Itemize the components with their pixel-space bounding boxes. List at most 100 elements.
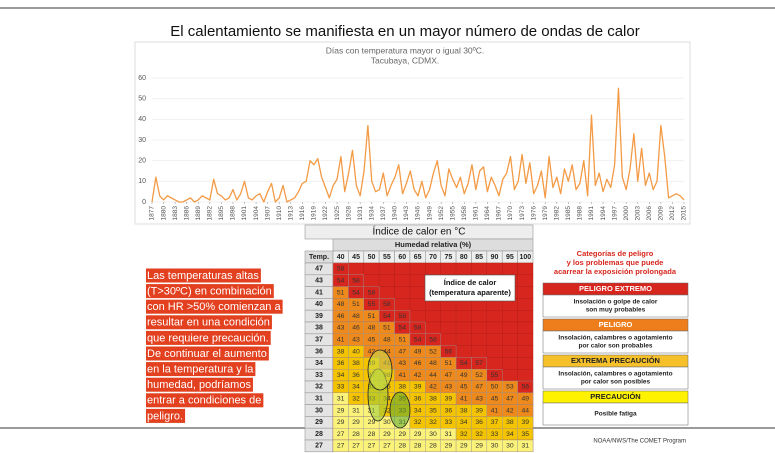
text-line: que requiere precaución. — [147, 332, 269, 344]
cell-bg — [502, 263, 517, 275]
cell-value: 27 — [337, 431, 345, 438]
x-tick-label: 1895 — [218, 206, 225, 221]
x-tick-label: 1883 — [172, 206, 179, 221]
x-tick-label: 1889 — [195, 206, 202, 221]
cell-bg — [456, 334, 471, 346]
chart-subtitle: Tacubaya, CDMX. — [371, 55, 440, 65]
cell-bg — [425, 310, 440, 322]
panel-heading: y los problemas que puede — [567, 258, 664, 267]
cell-value: 49 — [522, 395, 530, 402]
cell-bg — [471, 346, 486, 358]
x-tick-label: 1964 — [484, 206, 491, 221]
cell-bg — [441, 322, 456, 334]
x-tick-label: 1928 — [345, 206, 352, 221]
panel-heading: acarrear la exposición prolongada — [554, 267, 677, 276]
cell-value: 49 — [460, 372, 468, 379]
cell-value: 29 — [398, 431, 406, 438]
row-header: 37 — [315, 337, 323, 344]
cell-value: 27 — [383, 443, 391, 450]
cell-bg — [410, 287, 425, 299]
x-tick-label: 1979 — [542, 206, 549, 221]
cell-value: 37 — [491, 419, 499, 426]
cell-value: 36 — [337, 360, 345, 367]
cell-value: 39 — [414, 384, 422, 391]
cell-value: 38 — [506, 419, 514, 426]
table-title: Índice de calor en °C — [373, 225, 466, 238]
cell-value: 58 — [383, 301, 391, 308]
row-header: 41 — [315, 289, 323, 296]
x-tick-label: 1907 — [264, 206, 271, 221]
cell-value: 30 — [506, 443, 514, 450]
x-tick-label: 1970 — [507, 206, 514, 221]
cell-bg — [518, 310, 533, 322]
cell-value: 56 — [445, 348, 453, 355]
cell-value: 48 — [352, 313, 360, 320]
x-tick-label: 2015 — [681, 206, 688, 221]
text-line: resultar en una condición — [147, 317, 270, 329]
cell-value: 36 — [445, 407, 453, 414]
column-header: 85 — [475, 254, 483, 261]
x-tick-label: 2006 — [646, 206, 653, 221]
text-line: humedad, podríamos — [147, 379, 251, 391]
cell-bg — [364, 275, 379, 287]
cell-value: 54 — [414, 336, 422, 343]
cell-value: 43 — [445, 384, 453, 391]
cell-value: 31 — [337, 395, 345, 402]
cell-value: 45 — [460, 384, 468, 391]
cell-bg — [456, 263, 471, 275]
cell-bg — [395, 298, 410, 310]
cell-bg — [395, 287, 410, 299]
cell-value: 43 — [337, 325, 345, 332]
cell-bg — [441, 334, 456, 346]
cell-bg — [487, 263, 502, 275]
x-tick-label: 1916 — [299, 206, 306, 221]
cell-value: 30 — [383, 419, 391, 426]
cell-value: 58 — [429, 336, 437, 343]
cell-bg — [502, 346, 517, 358]
cell-value: 28 — [429, 443, 437, 450]
cell-bg — [471, 263, 486, 275]
cell-value: 41 — [337, 336, 345, 343]
x-tick-label: 1973 — [519, 206, 526, 221]
cell-value: 32 — [429, 419, 437, 426]
highlight-blob — [368, 350, 392, 390]
category-name: PELIGRO EXTREMO — [579, 284, 652, 293]
cell-value: 44 — [429, 372, 437, 379]
x-tick-label: 1991 — [588, 206, 595, 221]
cell-value: 51 — [383, 325, 391, 332]
x-tick-label: 1988 — [577, 206, 584, 221]
cell-value: 29 — [445, 443, 453, 450]
x-tick-label: 1919 — [311, 206, 318, 221]
chart-title: Días con temperatura mayor o igual 30ºC. — [326, 45, 485, 55]
cell-bg — [502, 322, 517, 334]
cell-value: 32 — [414, 419, 422, 426]
cell-bg — [487, 334, 502, 346]
x-tick-label: 1892 — [207, 206, 214, 221]
slide: El calentamiento se manifiesta en un may… — [0, 0, 775, 453]
cell-value: 43 — [398, 360, 406, 367]
cell-value: 34 — [337, 372, 345, 379]
cell-value: 47 — [445, 372, 453, 379]
cell-bg — [518, 298, 533, 310]
text-line: peligro. — [147, 410, 183, 422]
cell-value: 31 — [522, 443, 530, 450]
x-tick-label: 1937 — [380, 206, 387, 221]
category-name: PRECAUCIÓN — [590, 392, 640, 401]
cell-value: 54 — [460, 360, 468, 367]
cell-value: 32 — [460, 431, 468, 438]
cell-value: 54 — [352, 289, 360, 296]
cell-value: 34 — [506, 431, 514, 438]
x-tick-label: 1949 — [426, 206, 433, 221]
x-tick-label: 1982 — [554, 206, 561, 221]
cell-bg — [395, 275, 410, 287]
cell-value: 39 — [522, 419, 530, 426]
cell-value: 39 — [475, 407, 483, 414]
cell-value: 51 — [352, 301, 360, 308]
cell-value: 45 — [368, 336, 376, 343]
table-corner: Temp. — [309, 254, 329, 261]
cell-value: 47 — [475, 384, 483, 391]
cell-bg — [441, 310, 456, 322]
row-header: 39 — [315, 313, 323, 320]
cell-value: 48 — [383, 336, 391, 343]
x-tick-label: 1943 — [403, 206, 410, 221]
